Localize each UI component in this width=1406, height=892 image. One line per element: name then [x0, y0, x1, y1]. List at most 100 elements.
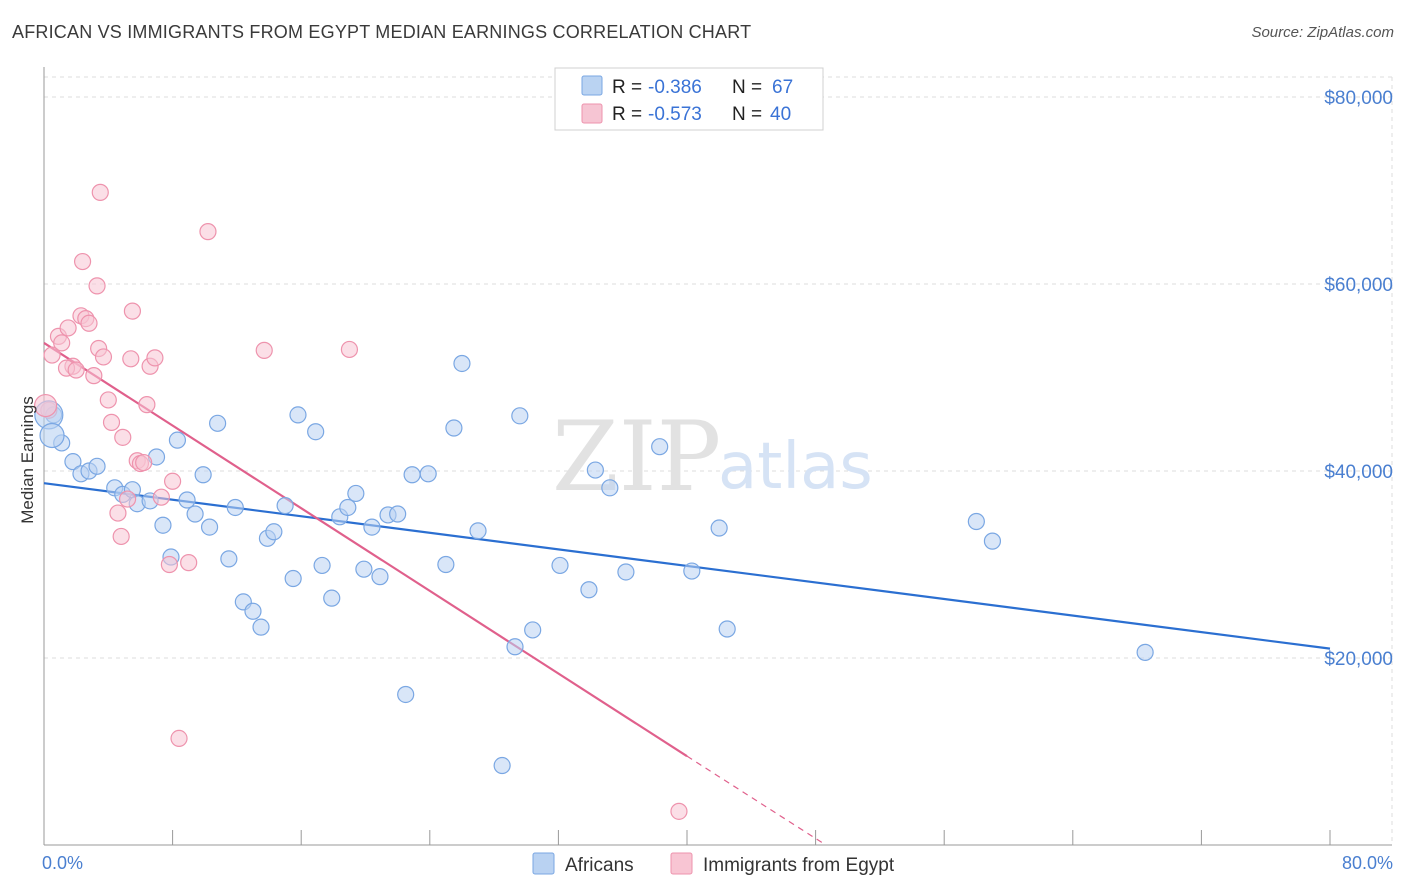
africans-point-20	[220, 550, 238, 568]
legend-bottom: Africans Immigrants from Egypt	[532, 852, 895, 876]
data-points	[34, 183, 1154, 820]
watermark-zip: ZIP	[552, 401, 721, 513]
egypt-point-36	[199, 223, 217, 241]
legend-n-label-africans: N =	[732, 77, 762, 98]
watermark: ZIP atlas	[552, 401, 873, 513]
africans-point-63	[1136, 643, 1154, 661]
africans-point-62	[983, 532, 1002, 550]
egypt-point-12	[85, 367, 103, 385]
africans-point-24	[252, 618, 270, 636]
egypt-point-22	[118, 490, 137, 508]
egypt-point-9	[73, 252, 92, 271]
watermark-atlas: atlas	[718, 430, 873, 504]
africans-point-41	[397, 685, 415, 704]
legend-bottom-label-africans: Africans	[565, 855, 634, 876]
africans-point-49	[506, 638, 524, 656]
africans-point-48	[493, 756, 511, 775]
legend-r-label-africans: R =	[612, 77, 642, 98]
africans-point-17	[194, 466, 212, 484]
africans-point-30	[307, 423, 325, 441]
africans-point-15	[178, 491, 196, 509]
africans-point-28	[284, 569, 302, 588]
africans-point-57	[651, 438, 669, 456]
chart-title: AFRICAN VS IMMIGRANTS FROM EGYPT MEDIAN …	[12, 22, 752, 42]
africans-point-40	[389, 505, 407, 523]
egypt-point-31	[152, 488, 170, 506]
egypt-point-23	[122, 350, 140, 368]
legend-n-value-egypt: 40	[770, 104, 791, 125]
egypt-point-17	[99, 391, 117, 409]
legend-r-value-egypt: -0.573	[648, 104, 702, 125]
legend-bottom-swatch-africans	[532, 852, 555, 875]
africans-point-37	[363, 518, 381, 536]
egypt-point-21	[114, 428, 132, 446]
egypt-point-large-0	[34, 393, 58, 418]
egypt-point-35	[180, 554, 198, 572]
egypt-point-3	[53, 334, 71, 352]
africans-point-large-1	[39, 422, 65, 449]
egypt-point-33	[164, 472, 182, 490]
chart-source: Source: ZipAtlas.com	[1251, 24, 1394, 41]
legend-n-value-africans: 67	[772, 77, 793, 98]
egypt-point-20	[112, 527, 130, 546]
egypt-point-18	[102, 413, 121, 431]
egypt-point-16	[94, 348, 113, 366]
legend-swatch-africans	[581, 75, 603, 96]
africans-point-38	[371, 568, 389, 586]
africans-point-21	[226, 498, 244, 517]
africans-point-60	[718, 620, 736, 638]
africans-point-32	[323, 589, 341, 607]
y-tick-labels: $20,000 $40,000 $60,000 $80,000	[1324, 88, 1393, 670]
africans-point-23	[244, 602, 262, 620]
egypt-point-1	[43, 346, 61, 364]
legend-bottom-swatch-egypt	[670, 852, 693, 875]
africans-point-58	[683, 562, 701, 580]
egypt-point-38	[340, 340, 359, 359]
africans-point-44	[437, 555, 455, 574]
egypt-point-13	[88, 277, 106, 295]
gridlines	[44, 76, 1393, 845]
x-tick-labels: 0.0% 80.0%	[42, 853, 1393, 873]
egypt-point-7	[67, 361, 85, 379]
africans-point-54	[586, 461, 604, 479]
egypt-point-34	[170, 729, 188, 748]
africans-point-36	[355, 560, 373, 578]
x-tick-label-min: 0.0%	[42, 853, 83, 873]
egypt-point-37	[255, 341, 273, 359]
africans-point-18	[200, 518, 219, 536]
y-tick-label-3: $80,000	[1324, 88, 1393, 109]
africans-point-29	[289, 406, 307, 424]
africans-point-45	[445, 419, 463, 437]
africans-point-55	[601, 479, 619, 497]
africans-point-56	[617, 563, 635, 581]
y-tick-label-1: $40,000	[1324, 462, 1393, 483]
y-tick-label-0: $20,000	[1324, 649, 1393, 670]
africans-point-42	[403, 466, 421, 484]
africans-point-34	[339, 498, 357, 517]
africans-point-16	[186, 505, 204, 523]
africans-point-31	[313, 556, 331, 575]
egypt-point-32	[160, 555, 178, 574]
x-tick-label-max: 80.0%	[1342, 853, 1393, 873]
legend-n-label-egypt: N =	[732, 104, 762, 125]
africans-point-14	[168, 431, 187, 449]
legend-r-label-egypt: R =	[612, 104, 642, 125]
legend-top: R = -0.386 N = 67 R = -0.573 N = 40	[554, 67, 824, 131]
egypt-point-30	[146, 349, 164, 367]
y-axis-label: Median Earnings	[18, 396, 37, 524]
africans-point-43	[419, 465, 437, 483]
egypt-point-24	[123, 302, 142, 320]
africans-point-52	[551, 556, 569, 575]
egypt-point-11	[80, 314, 98, 332]
africans-point-61	[967, 512, 985, 531]
africans-point-50	[511, 407, 529, 425]
africans-point-27	[276, 496, 294, 515]
egypt-point-39	[670, 802, 688, 820]
africans-point-53	[580, 581, 598, 599]
egypt-point-19	[109, 504, 127, 522]
africans-point-5	[88, 457, 106, 475]
africans-point-47	[469, 522, 487, 540]
legend-swatch-egypt	[581, 103, 603, 124]
axes	[43, 67, 1392, 846]
africans-point-2	[64, 453, 82, 471]
